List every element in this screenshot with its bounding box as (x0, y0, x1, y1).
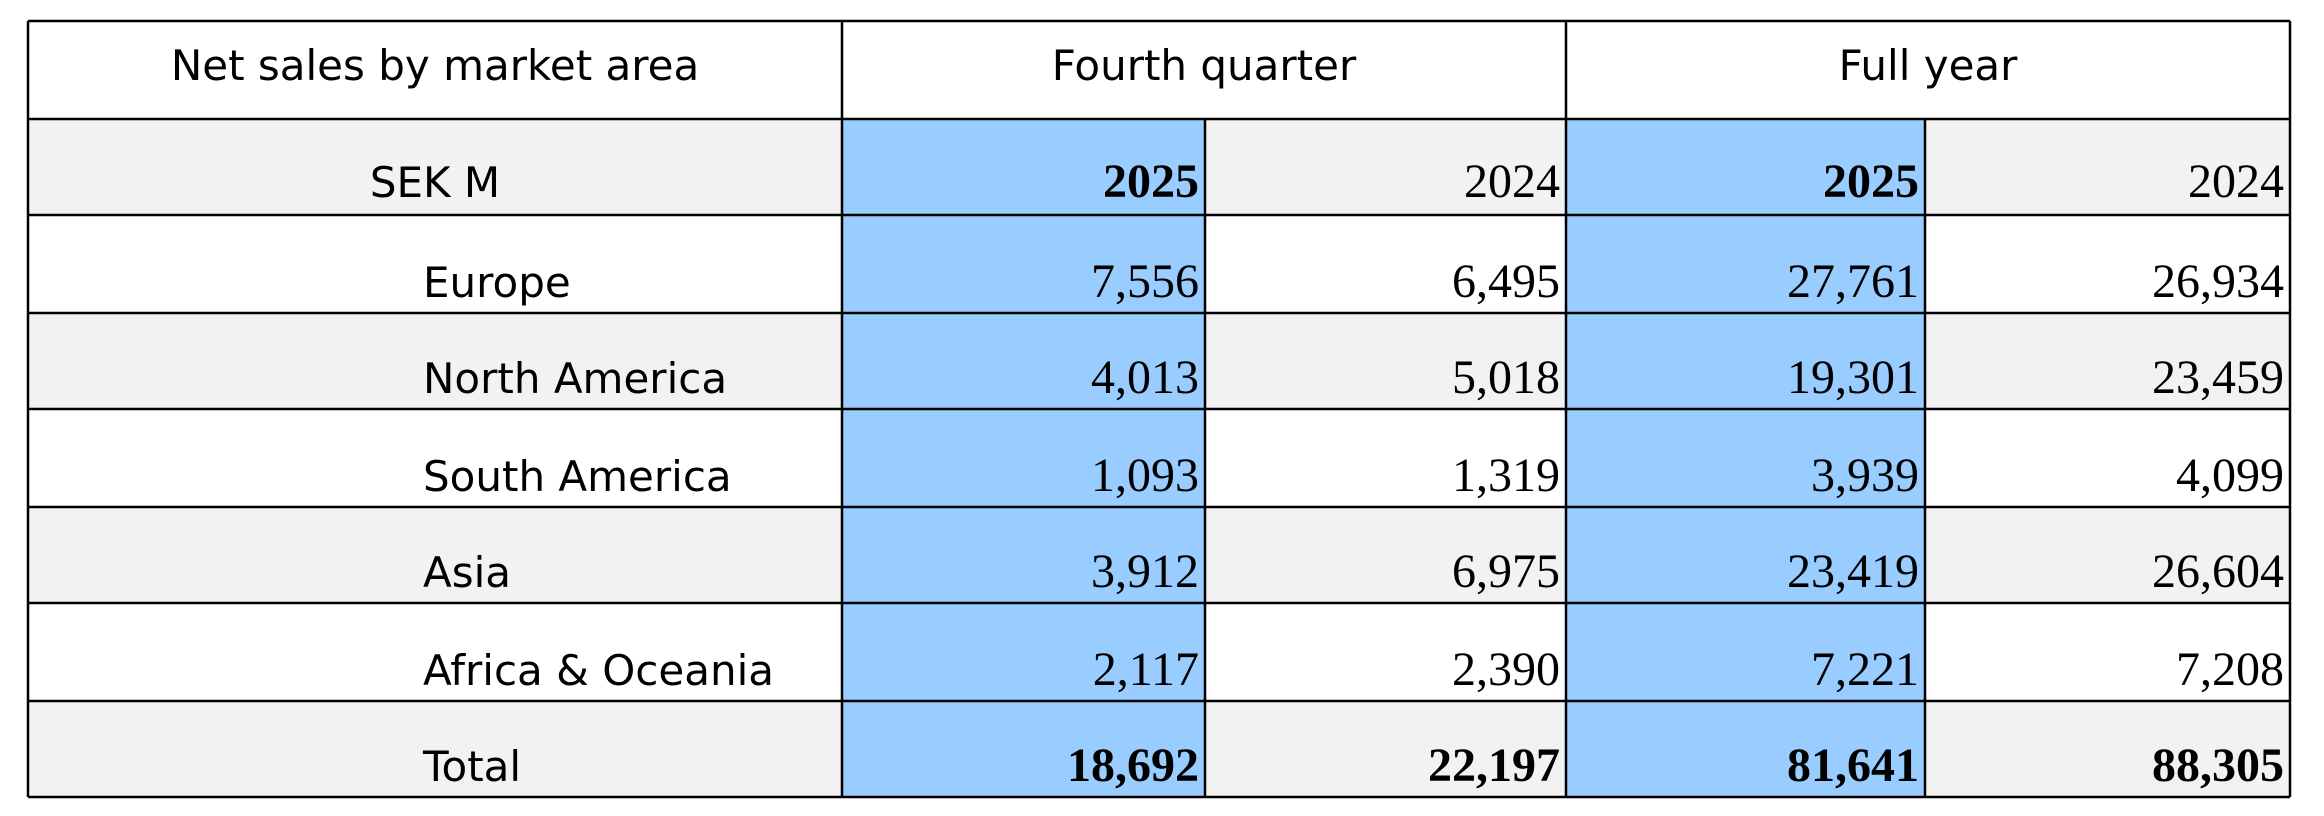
cell-value: 23,459 (2152, 351, 2284, 404)
cell-value: 23,419 (1787, 545, 1919, 598)
year-header: 2025 (1823, 155, 1919, 208)
row-label: Africa & Oceania (423, 646, 774, 695)
row-label: Europe (423, 258, 571, 307)
cell-value: 4,013 (1091, 351, 1199, 404)
unit-label: SEK M (370, 158, 500, 207)
cell-value: 7,556 (1091, 255, 1199, 308)
cell-value: 22,197 (1428, 739, 1560, 792)
cell-value: 2,117 (1093, 643, 1199, 696)
row-label: Total (422, 742, 521, 791)
cell-value: 81,641 (1787, 739, 1919, 792)
cell-value: 1,319 (1452, 449, 1560, 502)
cell-value: 26,934 (2152, 255, 2284, 308)
highlight-column (1566, 119, 1925, 797)
cell-value: 1,093 (1091, 449, 1199, 502)
table-title: Net sales by market area (171, 41, 699, 90)
cell-value: 3,939 (1811, 449, 1919, 502)
cell-value: 27,761 (1787, 255, 1919, 308)
cell-value: 7,221 (1811, 643, 1919, 696)
group-header: Fourth quarter (1052, 41, 1357, 90)
cell-value: 88,305 (2152, 739, 2284, 792)
group-header: Full year (1839, 41, 2019, 90)
cell-value: 18,692 (1067, 739, 1199, 792)
cell-value: 6,495 (1452, 255, 1560, 308)
row-label: North America (423, 354, 727, 403)
highlight-column (842, 119, 1205, 797)
cell-value: 7,208 (2176, 643, 2284, 696)
year-header: 2025 (1103, 155, 1199, 208)
cell-value: 5,018 (1452, 351, 1560, 404)
row-label: South America (423, 452, 732, 501)
year-header: 2024 (2188, 155, 2284, 208)
year-header: 2024 (1464, 155, 1560, 208)
cell-value: 4,099 (2176, 449, 2284, 502)
row-label: Asia (423, 548, 511, 597)
cell-value: 3,912 (1091, 545, 1199, 598)
cell-value: 6,975 (1452, 545, 1560, 598)
cell-value: 26,604 (2152, 545, 2284, 598)
cell-value: 2,390 (1452, 643, 1560, 696)
cell-value: 19,301 (1787, 351, 1919, 404)
